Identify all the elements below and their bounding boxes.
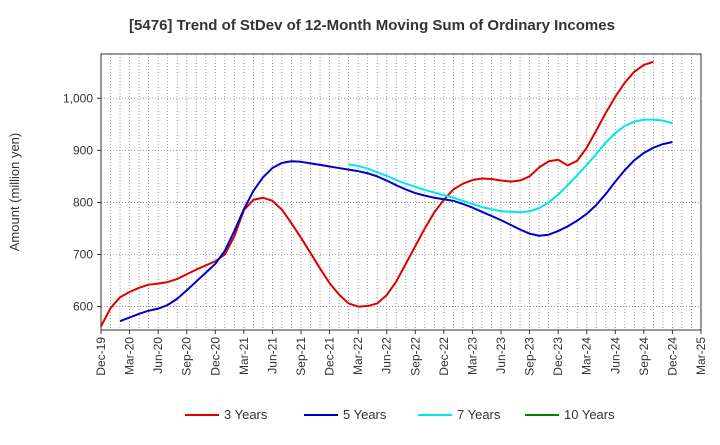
x-tick-label: Dec-20 (208, 337, 222, 376)
x-tick-label: Mar-25 (694, 337, 708, 375)
x-tick-label: Sep-22 (408, 337, 422, 376)
x-tick-label: Mar-21 (237, 337, 251, 375)
x-tick-label: Jun-22 (380, 337, 394, 374)
x-tick-label: Jun-21 (265, 337, 279, 374)
x-tick-label: Jun-20 (151, 337, 165, 374)
x-tick-label: Jun-23 (494, 337, 508, 374)
legend-label: 7 Years (457, 407, 501, 422)
x-tick-label: Dec-24 (665, 337, 679, 376)
y-tick-label: 900 (73, 143, 93, 157)
legend: 3 Years 5 Years 7 Years 10 Years (185, 407, 615, 422)
x-tick-label: Jun-24 (608, 337, 622, 374)
x-tick-label: Dec-23 (551, 337, 565, 376)
x-tick-label: Dec-19 (94, 337, 108, 376)
x-tick-label: Mar-20 (123, 337, 137, 375)
y-axis-ticks: 600 700 800 900 1,000 (63, 91, 101, 314)
legend-label: 3 Years (224, 407, 268, 422)
y-axis-label: Amount (million yen) (7, 133, 22, 252)
x-axis-ticks: Dec-19 Mar-20 Jun-20 Sep-20 Dec-20 Mar-21 Jun-… (94, 330, 708, 376)
y-tick-label: 700 (73, 247, 93, 261)
x-tick-label: Mar-22 (351, 337, 365, 375)
x-tick-label: Sep-24 (637, 337, 651, 376)
y-tick-label: 600 (73, 300, 93, 314)
x-tick-label: Sep-20 (180, 337, 194, 376)
legend-label: 5 Years (343, 407, 387, 422)
y-tick-label: 800 (73, 195, 93, 209)
series-line-7-years (348, 118, 673, 214)
chart-title: [5476] Trend of StDev of 12-Month Moving… (129, 17, 615, 34)
x-tick-label: Dec-22 (437, 337, 451, 376)
x-tick-label: Mar-24 (580, 337, 594, 375)
x-tick-label: Sep-23 (523, 337, 537, 376)
x-tick-label: Mar-23 (465, 337, 479, 375)
x-tick-label: Sep-21 (294, 337, 308, 376)
series-lines (100, 60, 673, 327)
grid (101, 54, 701, 330)
x-tick-label: Dec-21 (323, 337, 337, 376)
y-tick-label: 1,000 (63, 91, 93, 105)
legend-label: 10 Years (564, 407, 615, 422)
plot-area-border (100, 53, 702, 331)
series-line-3-years (100, 60, 654, 327)
series-line-5-years (119, 141, 673, 323)
